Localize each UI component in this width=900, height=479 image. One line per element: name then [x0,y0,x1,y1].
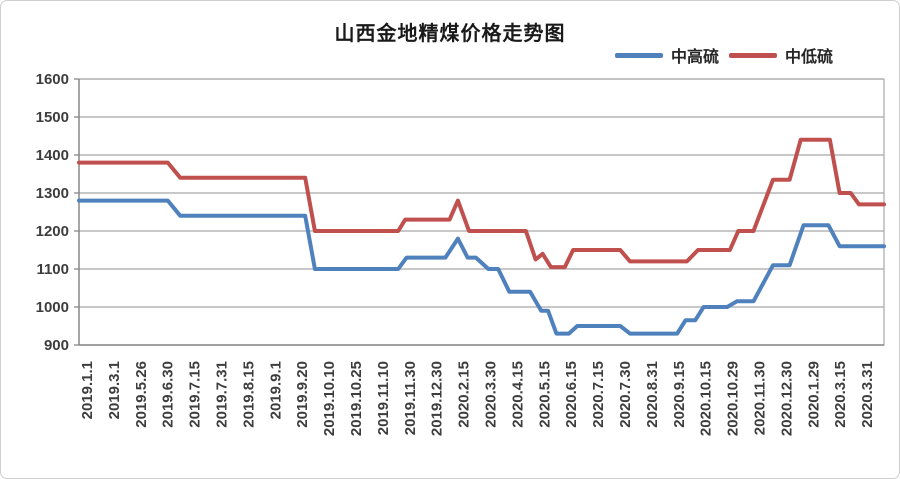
x-axis-tick-label: 2019.12.30 [429,361,446,436]
legend-line-swatch-red-icon [728,52,777,58]
x-axis-tick-label: 2020.1.29 [805,361,822,428]
x-axis-tick-label: 2019.1.1 [79,361,96,419]
x-axis-tick-label: 2020.11.30 [752,361,769,435]
legend-item-zhonggaoliu: 中高硫 [614,43,719,67]
series-line-zhonggaoliu [77,198,886,336]
legend-line-swatch-blue-icon [614,52,663,58]
y-axis-tick-label: 1400 [36,147,69,164]
x-axis-tick-label: 2019.10.10 [321,361,338,436]
x-axis-tick-label: 2020.3.31 [859,361,876,428]
y-axis-tick-label: 1300 [36,185,69,202]
x-axis-tick-label: 2020.8.31 [644,361,661,428]
y-axis-tick-label: 1000 [36,299,69,316]
x-axis-tick-label: 2020.7.30 [617,361,634,428]
y-axis-tick-label: 1500 [36,109,69,126]
x-axis-tick-label: 2020.12.30 [778,361,795,436]
chart-title: 山西金地精煤价格走势图 [334,23,566,45]
x-axis-tick-label: 2019.9.20 [294,361,311,428]
series-line-zhongdiliu [77,137,886,270]
x-axis-tick-label: 2020.2.15 [456,361,473,428]
x-axis-tick-label: 2020.5.15 [536,361,553,428]
x-axis-tick-label: 2019.9.1 [267,361,284,419]
plot-border [78,78,885,346]
y-axis-tick-label: 1100 [36,261,69,278]
x-axis-tick-label: 2020.7.15 [590,361,607,428]
x-axis-tick-label: 2019.11.30 [402,361,419,435]
x-axis-tick-label: 2020.4.15 [509,361,526,428]
x-axis-tick-label: 2020.6.15 [563,361,580,428]
y-axis-tick-label: 900 [44,337,69,354]
x-axis-tick-label: 2020.9.15 [671,361,688,428]
x-axis-tick-label: 2019.7.31 [214,361,231,428]
legend-item-zhongdiliu: 中低硫 [728,43,833,67]
y-axis-tick-label: 1600 [36,71,69,88]
x-axis-tick-label: 2020.10.29 [725,361,742,436]
x-axis-tick-label: 2019.7.15 [187,361,204,428]
x-axis-tick-label: 2019.8.15 [240,361,257,428]
y-axis-tick-label: 1200 [36,223,69,240]
x-axis-tick-label: 2020.3.15 [832,361,849,428]
x-axis-tick-label: 2019.10.25 [348,361,365,436]
x-axis-tick-label: 2019.11.10 [375,361,392,435]
x-axis-tick-label: 2020.3.30 [483,361,500,428]
legend-label: 中低硫 [784,49,833,66]
x-axis-tick-label: 2019.5.26 [133,361,150,428]
x-axis-tick-label: 2020.10.15 [698,361,715,436]
legend-label: 中高硫 [670,49,719,66]
x-axis-tick-label: 2019.6.30 [160,361,177,428]
x-axis-tick-label: 2019.3.1 [106,361,123,419]
chart-legend: 中高硫 中低硫 [614,43,833,67]
